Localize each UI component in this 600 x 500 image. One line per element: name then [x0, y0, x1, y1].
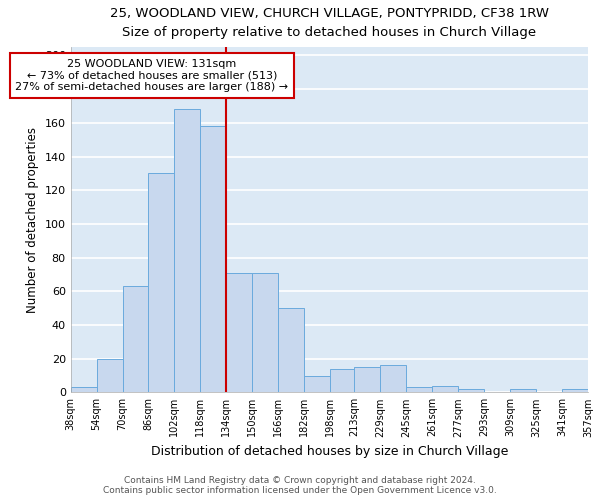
- Bar: [175, 110, 200, 393]
- Bar: [406, 388, 433, 392]
- Text: 25 WOODLAND VIEW: 131sqm
← 73% of detached houses are smaller (513)
27% of semi-: 25 WOODLAND VIEW: 131sqm ← 73% of detach…: [15, 59, 288, 92]
- Bar: [355, 367, 380, 392]
- Bar: [278, 308, 304, 392]
- Bar: [380, 366, 406, 392]
- Bar: [510, 389, 536, 392]
- Bar: [458, 389, 484, 392]
- Bar: [97, 358, 122, 392]
- Bar: [148, 174, 175, 392]
- Y-axis label: Number of detached properties: Number of detached properties: [26, 126, 39, 312]
- Bar: [122, 286, 148, 393]
- Bar: [71, 388, 97, 392]
- Bar: [252, 273, 278, 392]
- Bar: [200, 126, 226, 392]
- Bar: [226, 273, 252, 392]
- Bar: [304, 376, 330, 392]
- Bar: [330, 369, 356, 392]
- Text: Contains HM Land Registry data © Crown copyright and database right 2024.
Contai: Contains HM Land Registry data © Crown c…: [103, 476, 497, 495]
- Title: 25, WOODLAND VIEW, CHURCH VILLAGE, PONTYPRIDD, CF38 1RW
Size of property relativ: 25, WOODLAND VIEW, CHURCH VILLAGE, PONTY…: [110, 7, 549, 39]
- Bar: [433, 386, 458, 392]
- X-axis label: Distribution of detached houses by size in Church Village: Distribution of detached houses by size …: [151, 445, 508, 458]
- Bar: [562, 389, 588, 392]
